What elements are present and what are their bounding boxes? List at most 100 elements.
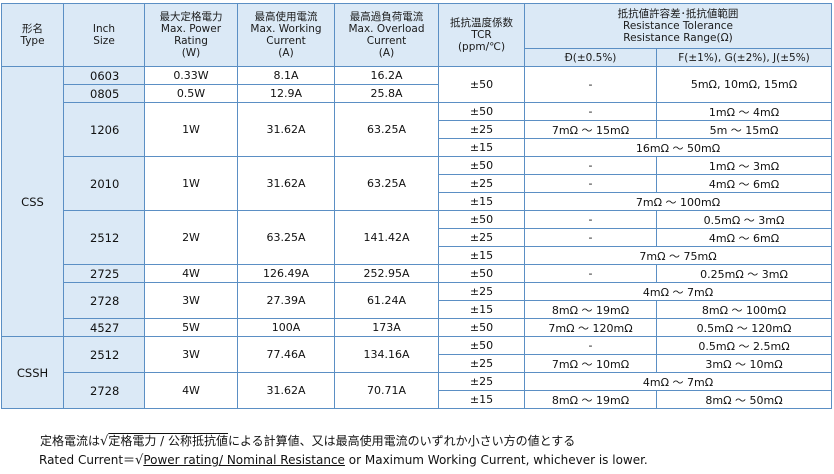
- tol-d-cell: 7mΩ ～ 15mΩ: [524, 120, 657, 139]
- tol-d-cell: 7mΩ ～ 120mΩ: [524, 318, 657, 337]
- working-cell: 12.9A: [237, 84, 335, 103]
- tol-fgj-cell: 3mΩ ～ 10mΩ: [656, 354, 832, 373]
- size-cell: 4527: [63, 318, 145, 337]
- tcr-cell: ±50: [438, 318, 525, 337]
- tol-fgj-cell: 0.5mΩ ～ 3mΩ: [656, 210, 832, 229]
- tol-d-cell: 7mΩ ～ 10mΩ: [524, 354, 657, 373]
- size-cell: 2512: [63, 336, 145, 373]
- note-japanese: 定格電流は√定格電力 / 公称抵抗値による計算値、又は最高使用電流のいずれか小さ…: [40, 434, 576, 449]
- header-tol-d: Đ(±0.5%): [524, 48, 657, 67]
- tol-fgj-cell: 5m ～ 15mΩ: [656, 120, 832, 139]
- tol-span-cell: 4mΩ ～ 7mΩ: [524, 372, 832, 391]
- tol-span-cell: 16mΩ ～ 50mΩ: [524, 138, 832, 157]
- tcr-cell: ±25: [438, 372, 525, 391]
- power-cell: 2W: [144, 210, 238, 265]
- tol-fgj-cell: 0.25mΩ ～ 3mΩ: [656, 264, 832, 283]
- tol-fgj-cell: 4mΩ ～ 6mΩ: [656, 228, 832, 247]
- sqrt-symbol: √: [135, 453, 144, 468]
- tcr-cell: ±15: [438, 246, 525, 265]
- overload-cell: 173A: [334, 318, 439, 337]
- working-cell: 8.1A: [237, 66, 335, 85]
- working-cell: 126.49A: [237, 264, 335, 283]
- tol-span-cell: 7mΩ ～ 75mΩ: [524, 246, 832, 265]
- tol-d-cell: -: [524, 66, 657, 103]
- tcr-cell: ±25: [438, 282, 525, 301]
- type-cell-css: CSS: [1, 66, 64, 337]
- tol-d-cell: -: [524, 102, 657, 121]
- overload-cell: 141.42A: [334, 210, 439, 265]
- type-cell-cssh: CSSH: [1, 336, 64, 409]
- header-working-current: 最高使用電流 Max. Working Current (A): [237, 3, 335, 67]
- power-cell: 4W: [144, 264, 238, 283]
- tcr-cell: ±50: [438, 210, 525, 229]
- header-tcr: 抵抗温度係数 TCR (ppm/℃): [438, 3, 525, 67]
- working-cell: 77.46A: [237, 336, 335, 373]
- header-tol-fgj: F(±1%), G(±2%), J(±5%): [656, 48, 832, 67]
- tol-fgj-cell: 8mΩ ～ 50mΩ: [656, 390, 832, 409]
- tcr-cell: ±15: [438, 192, 525, 211]
- tol-d-cell: 8mΩ ～ 19mΩ: [524, 390, 657, 409]
- power-cell: 5W: [144, 318, 238, 337]
- size-cell: 2728: [63, 282, 145, 319]
- overload-cell: 61.24A: [334, 282, 439, 319]
- tcr-cell: ±25: [438, 120, 525, 139]
- power-cell: 4W: [144, 372, 238, 409]
- size-cell: 0805: [63, 84, 145, 103]
- tol-span-cell: 4mΩ ～ 7mΩ: [524, 282, 832, 301]
- power-cell: 1W: [144, 102, 238, 157]
- tol-span-cell: 7mΩ ～ 100mΩ: [524, 192, 832, 211]
- tol-d-cell: -: [524, 264, 657, 283]
- tol-d-cell: 8mΩ ～ 19mΩ: [524, 300, 657, 319]
- working-cell: 27.39A: [237, 282, 335, 319]
- tcr-cell: ±50: [438, 264, 525, 283]
- power-cell: 0.5W: [144, 84, 238, 103]
- working-cell: 100A: [237, 318, 335, 337]
- overload-cell: 63.25A: [334, 156, 439, 211]
- working-cell: 31.62A: [237, 156, 335, 211]
- tcr-cell: ±25: [438, 228, 525, 247]
- overload-cell: 252.95A: [334, 264, 439, 283]
- tol-d-cell: -: [524, 174, 657, 193]
- header-type: 形名 Type: [1, 3, 64, 67]
- power-cell: 0.33W: [144, 66, 238, 85]
- header-overload-current: 最高過負荷電流 Max. Overload Current (A): [334, 3, 439, 67]
- working-cell: 31.62A: [237, 372, 335, 409]
- overload-cell: 70.71A: [334, 372, 439, 409]
- tcr-cell: ±15: [438, 300, 525, 319]
- footnotes: 定格電流は√定格電力 / 公称抵抗値による計算値、又は最高使用電流のいずれか小さ…: [39, 432, 648, 470]
- overload-cell: 25.8A: [334, 84, 439, 103]
- tol-fgj-cell: 8mΩ ～ 100mΩ: [656, 300, 832, 319]
- formula-jp: 定格電力 / 公称抵抗値: [108, 434, 228, 448]
- header-tolerance: 抵抗値許容差･抵抗値範囲 Resistance Tolerance Resistan…: [524, 3, 832, 49]
- formula-en: Power rating/ Nominal Resistance: [143, 453, 345, 467]
- size-cell: 1206: [63, 102, 145, 157]
- tcr-cell: ±25: [438, 174, 525, 193]
- tcr-cell: ±50: [438, 336, 525, 355]
- tol-fgj-cell: 0.5mΩ ～ 120mΩ: [656, 318, 832, 337]
- tcr-cell: ±25: [438, 354, 525, 373]
- power-cell: 3W: [144, 282, 238, 319]
- overload-cell: 134.16A: [334, 336, 439, 373]
- tol-d-cell: -: [524, 210, 657, 229]
- tol-d-cell: -: [524, 156, 657, 175]
- tcr-cell: ±50: [438, 156, 525, 175]
- tcr-cell: ±50: [438, 102, 525, 121]
- tol-d-cell: -: [524, 228, 657, 247]
- note-english: Rated Current＝√Power rating/ Nominal Res…: [39, 453, 648, 468]
- tcr-cell: ±15: [438, 390, 525, 409]
- tol-fgj-cell: 1mΩ ～ 3mΩ: [656, 156, 832, 175]
- tcr-cell: ±50: [438, 66, 525, 103]
- spec-table: 形名 Type Inch Size 最大定格電力 Max. Power Rating (W…: [1, 3, 832, 409]
- size-cell: 2725: [63, 264, 145, 283]
- header-power: 最大定格電力 Max. Power Rating (W): [144, 3, 238, 67]
- header-size: Inch Size: [63, 3, 145, 67]
- size-cell: 2010: [63, 156, 145, 211]
- size-cell: 2728: [63, 372, 145, 409]
- tcr-cell: ±15: [438, 138, 525, 157]
- tol-fgj-cell: 4mΩ ～ 6mΩ: [656, 174, 832, 193]
- overload-cell: 63.25A: [334, 102, 439, 157]
- sqrt-symbol: √: [100, 434, 109, 449]
- power-cell: 1W: [144, 156, 238, 211]
- tol-fgj-cell: 5mΩ, 10mΩ, 15mΩ: [656, 66, 832, 103]
- overload-cell: 16.2A: [334, 66, 439, 85]
